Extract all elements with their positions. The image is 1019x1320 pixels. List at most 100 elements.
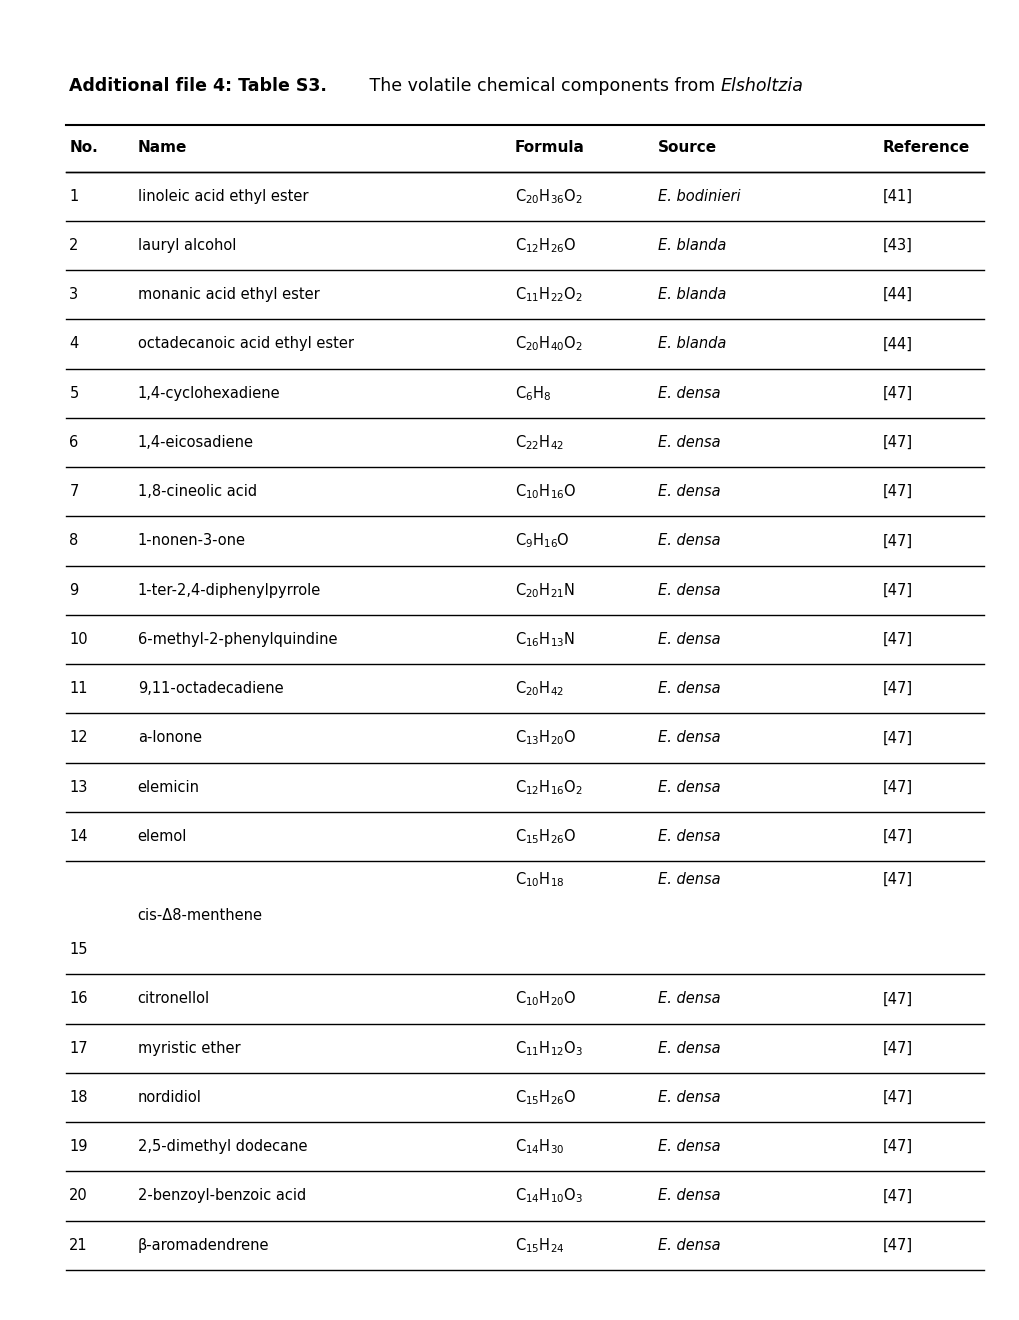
Text: $\mathregular{C_{12}H_{26}O}$: $\mathregular{C_{12}H_{26}O}$ [515, 236, 576, 255]
Text: E. densa: E. densa [657, 1238, 719, 1253]
Text: $\mathregular{C_{20}H_{42}}$: $\mathregular{C_{20}H_{42}}$ [515, 680, 564, 698]
Text: 6-methyl-2-phenylquindine: 6-methyl-2-phenylquindine [138, 632, 337, 647]
Text: 10: 10 [69, 632, 88, 647]
Text: $\mathregular{C_{12}H_{16}O_{2}}$: $\mathregular{C_{12}H_{16}O_{2}}$ [515, 777, 582, 796]
Text: $\mathregular{C_{20}H_{21}N}$: $\mathregular{C_{20}H_{21}N}$ [515, 581, 575, 599]
Text: $\mathregular{C_{15}H_{26}O}$: $\mathregular{C_{15}H_{26}O}$ [515, 1088, 576, 1107]
Text: myristic ether: myristic ether [138, 1040, 240, 1056]
Text: [47]: [47] [881, 829, 912, 843]
Text: [47]: [47] [881, 1139, 912, 1154]
Text: 18: 18 [69, 1090, 88, 1105]
Text: [47]: [47] [881, 436, 912, 450]
Text: E. bodinieri: E. bodinieri [657, 189, 740, 203]
Text: $\mathregular{C_{10}H_{16}O}$: $\mathregular{C_{10}H_{16}O}$ [515, 482, 576, 502]
Text: E. densa: E. densa [657, 871, 719, 887]
Text: 2-benzoyl-benzoic acid: 2-benzoyl-benzoic acid [138, 1188, 306, 1204]
Text: 20: 20 [69, 1188, 88, 1204]
Text: 5: 5 [69, 385, 78, 401]
Text: 21: 21 [69, 1238, 88, 1253]
Text: monanic acid ethyl ester: monanic acid ethyl ester [138, 288, 319, 302]
Text: $\mathregular{C_{14}H_{10}O_{3}}$: $\mathregular{C_{14}H_{10}O_{3}}$ [515, 1187, 582, 1205]
Text: 13: 13 [69, 780, 88, 795]
Text: $\mathregular{C_{6}H_{8}}$: $\mathregular{C_{6}H_{8}}$ [515, 384, 551, 403]
Text: [47]: [47] [881, 1040, 912, 1056]
Text: 2,5-dimethyl dodecane: 2,5-dimethyl dodecane [138, 1139, 307, 1154]
Text: octadecanoic acid ethyl ester: octadecanoic acid ethyl ester [138, 337, 354, 351]
Text: [47]: [47] [881, 1188, 912, 1204]
Text: [47]: [47] [881, 484, 912, 499]
Text: 2: 2 [69, 238, 78, 253]
Text: E. densa: E. densa [657, 991, 719, 1006]
Text: $\mathregular{C_{11}H_{12}O_{3}}$: $\mathregular{C_{11}H_{12}O_{3}}$ [515, 1039, 582, 1057]
Text: E. densa: E. densa [657, 1188, 719, 1204]
Text: [47]: [47] [881, 632, 912, 647]
Text: E. densa: E. densa [657, 1040, 719, 1056]
Text: E. densa: E. densa [657, 385, 719, 401]
Text: [44]: [44] [881, 337, 911, 351]
Text: E. densa: E. densa [657, 681, 719, 696]
Text: 8: 8 [69, 533, 78, 549]
Text: [47]: [47] [881, 871, 912, 887]
Text: 6: 6 [69, 436, 78, 450]
Text: E. densa: E. densa [657, 730, 719, 746]
Text: [47]: [47] [881, 730, 912, 746]
Text: $\mathregular{C_{16}H_{13}N}$: $\mathregular{C_{16}H_{13}N}$ [515, 630, 575, 649]
Text: E. densa: E. densa [657, 829, 719, 843]
Text: 1,4-eicosadiene: 1,4-eicosadiene [138, 436, 254, 450]
Text: E. densa: E. densa [657, 780, 719, 795]
Text: citronellol: citronellol [138, 991, 210, 1006]
Text: $\mathregular{C_{20}H_{40}O_{2}}$: $\mathregular{C_{20}H_{40}O_{2}}$ [515, 334, 582, 354]
Text: Formula: Formula [515, 140, 585, 156]
Text: Name: Name [138, 140, 186, 156]
Text: $\mathregular{C_{14}H_{30}}$: $\mathregular{C_{14}H_{30}}$ [515, 1138, 564, 1156]
Text: 19: 19 [69, 1139, 88, 1154]
Text: β-aromadendrene: β-aromadendrene [138, 1238, 269, 1253]
Text: [47]: [47] [881, 780, 912, 795]
Text: 1,4-cyclohexadiene: 1,4-cyclohexadiene [138, 385, 280, 401]
Text: elemicin: elemicin [138, 780, 200, 795]
Text: E. densa: E. densa [657, 582, 719, 598]
Text: $\mathregular{C_{10}H_{20}O}$: $\mathregular{C_{10}H_{20}O}$ [515, 990, 576, 1008]
Text: $\mathregular{C_{11}H_{22}O_{2}}$: $\mathregular{C_{11}H_{22}O_{2}}$ [515, 285, 582, 304]
Text: 1-ter-2,4-diphenylpyrrole: 1-ter-2,4-diphenylpyrrole [138, 582, 321, 598]
Text: The volatile chemical components from: The volatile chemical components from [364, 77, 720, 95]
Text: E. densa: E. densa [657, 1139, 719, 1154]
Text: [41]: [41] [881, 189, 911, 203]
Text: 1-nonen-3-one: 1-nonen-3-one [138, 533, 246, 549]
Text: E. blanda: E. blanda [657, 288, 726, 302]
Text: $\mathregular{C_{13}H_{20}O}$: $\mathregular{C_{13}H_{20}O}$ [515, 729, 576, 747]
Text: E. densa: E. densa [657, 484, 719, 499]
Text: 7: 7 [69, 484, 78, 499]
Text: 12: 12 [69, 730, 88, 746]
Text: 9,11-octadecadiene: 9,11-octadecadiene [138, 681, 283, 696]
Text: E. densa: E. densa [657, 436, 719, 450]
Text: Source: Source [657, 140, 716, 156]
Text: $\mathregular{C_{15}H_{26}O}$: $\mathregular{C_{15}H_{26}O}$ [515, 828, 576, 846]
Text: [43]: [43] [881, 238, 911, 253]
Text: E. densa: E. densa [657, 533, 719, 549]
Text: [47]: [47] [881, 533, 912, 549]
Text: nordidiol: nordidiol [138, 1090, 202, 1105]
Text: 17: 17 [69, 1040, 88, 1056]
Text: $\mathregular{C_{9}H_{16}O}$: $\mathregular{C_{9}H_{16}O}$ [515, 532, 570, 550]
Text: $\mathregular{C_{10}H_{18}}$: $\mathregular{C_{10}H_{18}}$ [515, 870, 564, 888]
Text: Additional file 4: Table S3.: Additional file 4: Table S3. [69, 77, 327, 95]
Text: Elsholtzia: Elsholtzia [719, 77, 802, 95]
Text: a-lonone: a-lonone [138, 730, 202, 746]
Text: 4: 4 [69, 337, 78, 351]
Text: 15: 15 [69, 942, 88, 957]
Text: E. blanda: E. blanda [657, 238, 726, 253]
Text: [47]: [47] [881, 681, 912, 696]
Text: 3: 3 [69, 288, 78, 302]
Text: E. densa: E. densa [657, 1090, 719, 1105]
Text: cis-Δ8-menthene: cis-Δ8-menthene [138, 908, 263, 923]
Text: $\mathregular{C_{15}H_{24}}$: $\mathregular{C_{15}H_{24}}$ [515, 1236, 564, 1254]
Text: [47]: [47] [881, 991, 912, 1006]
Text: 9: 9 [69, 582, 78, 598]
Text: Reference: Reference [881, 140, 969, 156]
Text: [47]: [47] [881, 1090, 912, 1105]
Text: 1,8-cineolic acid: 1,8-cineolic acid [138, 484, 257, 499]
Text: [47]: [47] [881, 1238, 912, 1253]
Text: E. blanda: E. blanda [657, 337, 726, 351]
Text: 11: 11 [69, 681, 88, 696]
